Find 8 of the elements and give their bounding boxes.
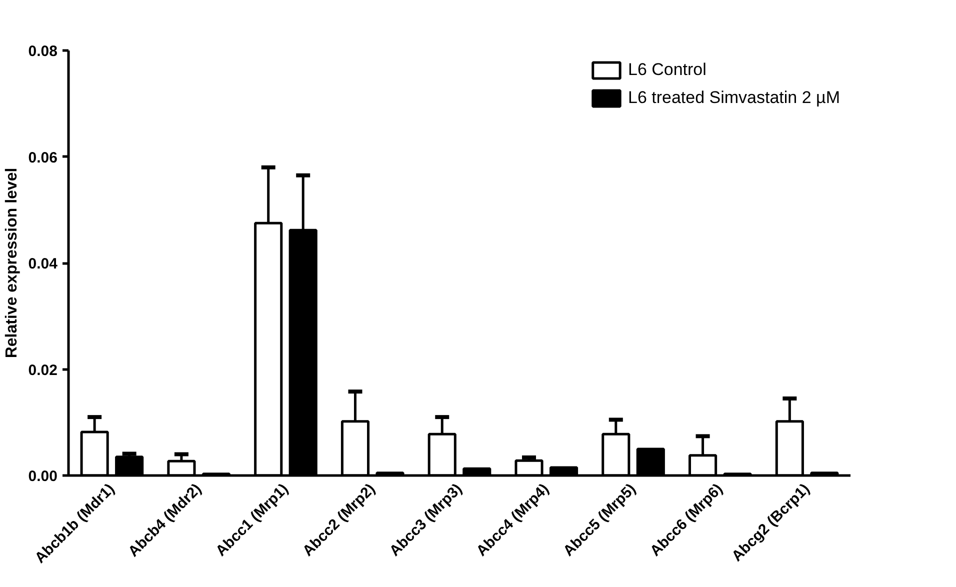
y-axis-title: Relative expression level bbox=[3, 168, 20, 358]
y-tick-label: 0.04 bbox=[28, 256, 58, 272]
y-tick-label: 0.08 bbox=[28, 43, 58, 60]
y-tick-label: 0.06 bbox=[28, 149, 58, 166]
y-tick-label: 0.02 bbox=[28, 362, 58, 379]
y-tick-label: 0.00 bbox=[28, 468, 58, 485]
legend-label: L6 treated Simvastatin 2 µM bbox=[628, 88, 840, 108]
legend-label: L6 Control bbox=[628, 60, 706, 80]
